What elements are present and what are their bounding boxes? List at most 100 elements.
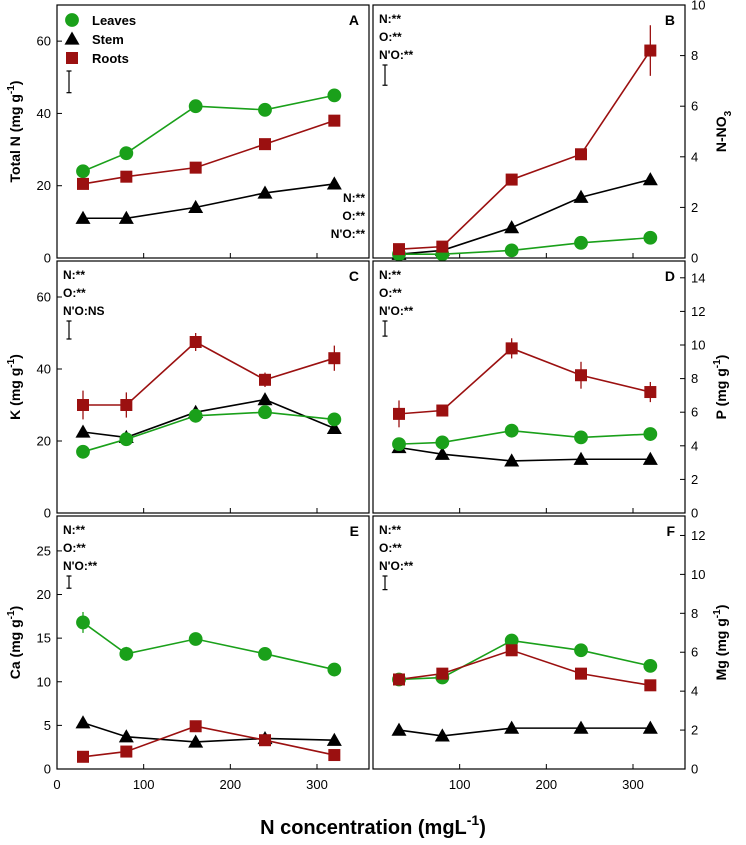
- data-point-leaves: [119, 432, 134, 447]
- data-point-leaves: [119, 146, 134, 161]
- data-point-roots: [189, 336, 202, 348]
- legend-marker-stem: [64, 31, 80, 45]
- panel-frame: [56, 4, 370, 259]
- y-axis-label: Ca (mg g-1): [6, 606, 23, 679]
- data-point-roots: [644, 44, 657, 57]
- y-axis-label: Total N (mg g-1): [6, 81, 23, 183]
- panel-d: 0 2 4 6 8 10 12 14 P (mg g-1) D N:** O:** N'O:**: [372, 260, 729, 521]
- data-point-roots: [120, 170, 133, 183]
- y-tick-label: 15: [37, 631, 51, 646]
- series-line-stem: [82, 722, 335, 743]
- data-point-leaves: [327, 662, 342, 677]
- y-axis-label: Mg (mg g-1): [712, 605, 729, 681]
- data-point-leaves: [327, 412, 342, 427]
- x-tick-label: 300: [622, 777, 644, 792]
- data-point-leaves: [76, 164, 90, 179]
- data-point-roots: [259, 138, 271, 151]
- panel-a: 0 20 40 60 Total N (mg g-1) A N:** O:** N'O:**: [6, 4, 370, 266]
- data-point-leaves: [258, 646, 272, 661]
- series-line-leaves: [82, 621, 335, 671]
- stat-label: N'O:**: [379, 559, 414, 573]
- legend-marker-roots: [66, 52, 78, 64]
- x-axis-title: N concentration (mgL-1): [260, 812, 486, 839]
- data-point-leaves: [258, 102, 272, 117]
- panel-letter: D: [665, 268, 675, 284]
- data-point-roots: [393, 407, 405, 420]
- data-point-roots: [77, 750, 89, 763]
- data-point-roots: [77, 177, 89, 190]
- data-point-roots: [120, 745, 133, 758]
- data-point-roots: [575, 667, 587, 680]
- data-point-leaves: [188, 408, 203, 423]
- y-tick-label: 10: [691, 338, 705, 353]
- y-tick-label: 4: [691, 684, 698, 699]
- data-point-leaves: [188, 632, 203, 646]
- y-tick-label: 8: [691, 371, 698, 386]
- data-point-stem: [326, 420, 342, 435]
- data-point-roots: [436, 404, 449, 417]
- y-tick-label: 0: [691, 251, 698, 266]
- data-point-stem: [434, 728, 450, 742]
- x-tick-label: 0: [53, 777, 60, 792]
- legend-marker-leaves: [65, 13, 79, 27]
- data-point-leaves: [643, 658, 658, 673]
- y-tick-label: 12: [691, 304, 705, 319]
- y-tick-label: 0: [44, 251, 51, 266]
- data-point-stem: [75, 424, 91, 438]
- legend-label-stem: Stem: [92, 32, 124, 47]
- data-point-roots: [120, 399, 133, 411]
- y-axis-label-close: ): [713, 355, 729, 360]
- data-point-roots: [328, 749, 341, 762]
- data-point-stem: [118, 729, 134, 743]
- data-point-roots: [436, 667, 449, 680]
- data-point-leaves: [504, 243, 519, 258]
- panel-frame: [372, 4, 686, 259]
- panel-f: 0 2 4 6 8 10 12 100 200 300 Mg (mg g-1) F N:** O:** N'…: [372, 515, 729, 792]
- stat-label: N:**: [379, 268, 401, 282]
- y-axis-label-sup: -1: [6, 358, 17, 367]
- y-axis-label-sup: -1: [712, 609, 723, 618]
- stat-label: N'O:**: [63, 559, 98, 573]
- data-point-stem: [326, 176, 342, 190]
- series-line-stem: [398, 727, 651, 737]
- y-tick-label: 10: [37, 674, 51, 689]
- data-point-stem: [75, 715, 91, 729]
- data-point-stem: [118, 210, 134, 224]
- x-tick-label: 100: [133, 777, 155, 792]
- data-point-roots: [575, 148, 587, 161]
- data-point-roots: [259, 734, 271, 747]
- data-point-leaves: [504, 423, 519, 438]
- data-point-roots: [393, 243, 405, 256]
- data-point-roots: [77, 399, 89, 411]
- y-tick-label: 12: [691, 528, 705, 543]
- y-tick-label: 10: [691, 0, 705, 13]
- data-point-stem: [257, 392, 273, 406]
- data-point-stem: [188, 734, 204, 748]
- data-point-roots: [328, 352, 341, 365]
- data-point-stem: [573, 451, 589, 465]
- x-axis-title-sup: -1: [467, 812, 480, 828]
- y-tick-label: 8: [691, 48, 698, 63]
- panel-frame: [372, 515, 686, 770]
- y-tick-label: 60: [37, 290, 51, 305]
- y-tick-label: 4: [691, 438, 698, 453]
- y-tick-label: 40: [37, 362, 51, 377]
- y-tick-label: 60: [37, 34, 51, 49]
- data-point-stem: [573, 720, 589, 734]
- stat-label: N'O:**: [331, 227, 366, 241]
- y-tick-label: 0: [691, 506, 698, 521]
- y-tick-label: 2: [691, 200, 698, 215]
- data-point-roots: [393, 673, 405, 686]
- data-point-roots: [328, 114, 341, 127]
- y-axis-label-sup: -1: [6, 85, 17, 94]
- y-tick-label: 2: [691, 472, 698, 487]
- stat-label: N:**: [343, 191, 365, 205]
- y-tick-label: 6: [691, 99, 698, 114]
- data-point-stem: [642, 172, 658, 186]
- stat-label: N'O:**: [379, 304, 414, 318]
- data-point-leaves: [327, 88, 342, 103]
- legend-label-roots: Roots: [92, 51, 129, 66]
- x-tick-label: 300: [306, 777, 328, 792]
- data-point-roots: [189, 161, 202, 174]
